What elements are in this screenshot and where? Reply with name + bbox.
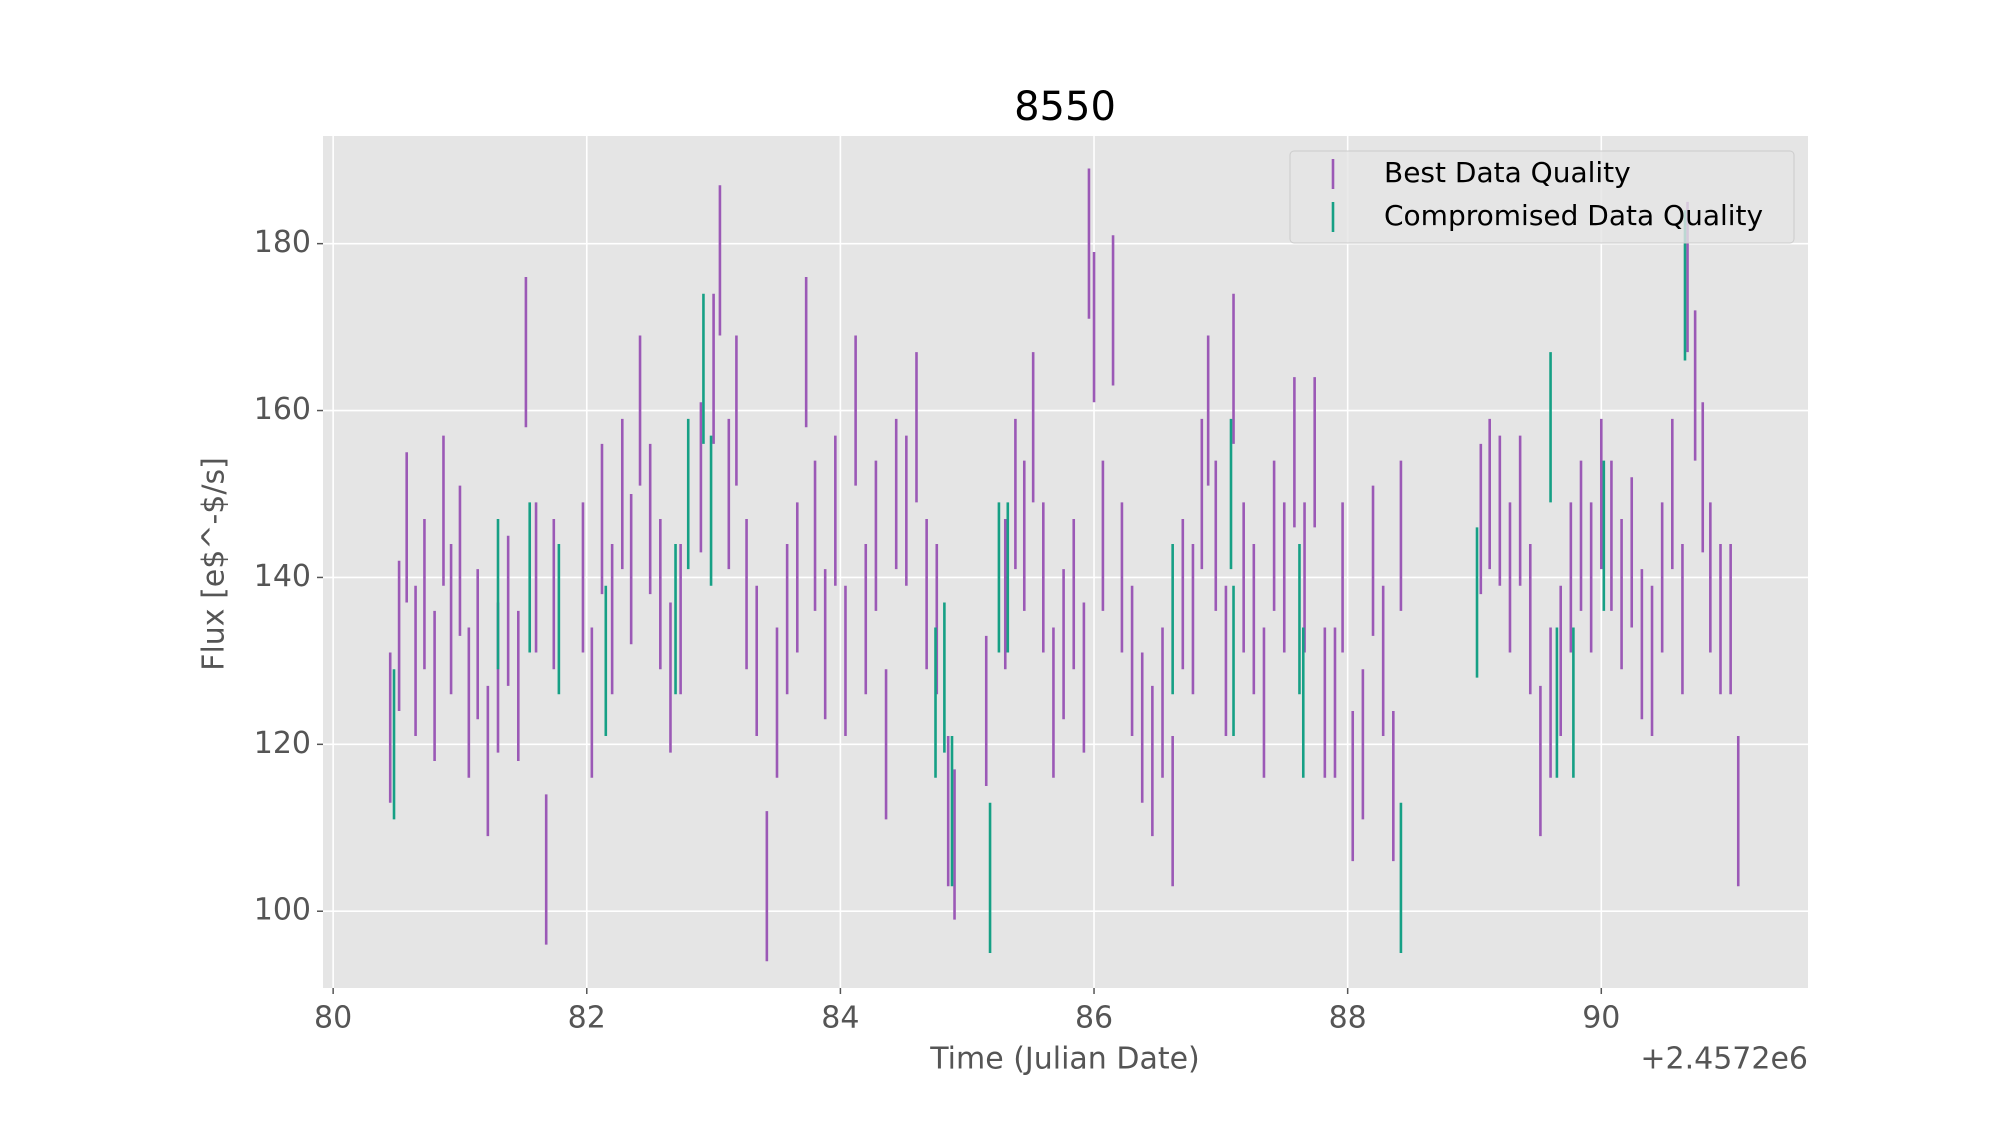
x-tick-label: 90 <box>1582 1001 1620 1036</box>
x-tick-label: 88 <box>1329 1001 1367 1036</box>
chart-title: 8550 <box>1014 84 1116 130</box>
y-axis-label: Flux [e$^-$/s] <box>197 457 232 671</box>
y-tick-label: 100 <box>254 893 311 928</box>
y-tick-label: 120 <box>254 726 311 761</box>
x-tick-label: 80 <box>314 1001 352 1036</box>
legend-box <box>1289 150 1795 244</box>
x-tick-label: 82 <box>568 1001 606 1036</box>
x-offset-text: +2.4572e6 <box>1640 1042 1808 1077</box>
x-tick-label: 84 <box>821 1001 859 1036</box>
plot-area <box>323 136 1808 988</box>
legend-label: Compromised Data Quality <box>1384 199 1763 232</box>
y-tick-label: 140 <box>254 559 311 594</box>
y-tick-label: 180 <box>254 225 311 260</box>
x-tick-label: 86 <box>1075 1001 1113 1036</box>
y-tick-label: 160 <box>254 392 311 427</box>
legend-label: Best Data Quality <box>1384 156 1631 189</box>
x-axis-label: Time (Julian Date) <box>929 1042 1200 1077</box>
